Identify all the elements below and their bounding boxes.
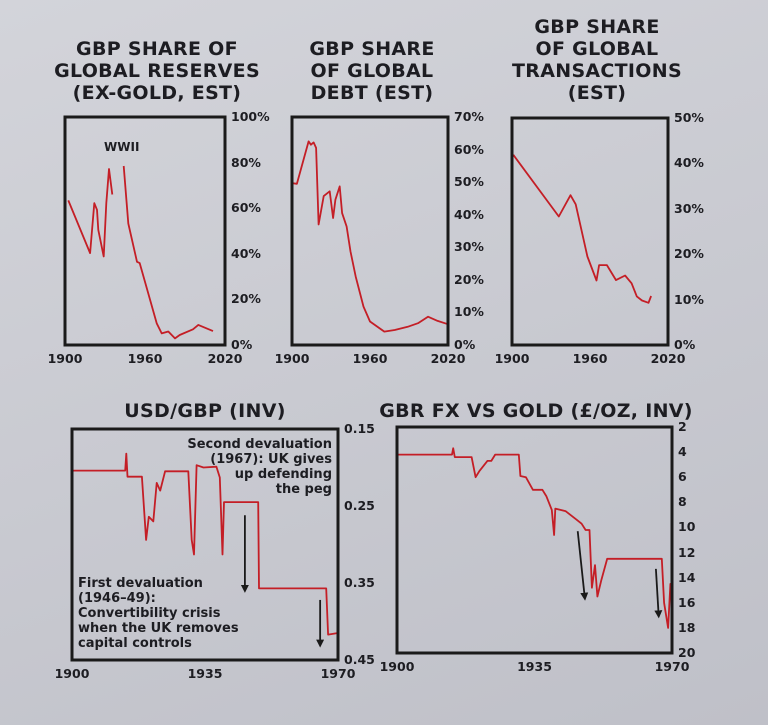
title-reserves: GBP SHARE OF GLOBAL RESERVES (EX-GOLD, E… xyxy=(54,38,260,104)
plot-frame xyxy=(290,115,450,347)
y-tick-label: 60% xyxy=(231,200,261,216)
y-tick-label: 40% xyxy=(231,245,261,261)
plot-frame xyxy=(395,425,674,655)
y-tick-label: 20 xyxy=(678,645,696,660)
chart-reserves xyxy=(63,115,227,347)
series-line xyxy=(512,154,652,304)
plot-frame xyxy=(70,427,340,662)
chart-usdgbp xyxy=(70,427,340,662)
series-line xyxy=(291,140,447,333)
y-tick-label: 30% xyxy=(674,200,704,216)
x-tick-label: 2020 xyxy=(207,351,243,366)
chart-gold xyxy=(395,425,674,655)
annotation-first-devaluation: First devaluation (1946–49): Convertibil… xyxy=(78,576,239,651)
y-tick-label: 70% xyxy=(454,109,484,124)
y-tick-label: 0.35 xyxy=(344,575,375,590)
x-tick-label: 1900 xyxy=(379,659,415,674)
title-gold: GBR FX VS GOLD (£/OZ, INV) xyxy=(379,400,693,422)
title-line: (EST) xyxy=(567,82,627,104)
annotation-line: (1946–49): xyxy=(78,591,156,606)
y-tick-label: 20% xyxy=(674,246,704,262)
y-tick-label: 16 xyxy=(678,594,696,610)
series-line xyxy=(67,168,114,258)
y-tick-label: 20% xyxy=(454,271,484,287)
y-tick-label: 0.15 xyxy=(344,421,375,436)
y-tick-label: 60% xyxy=(454,141,484,157)
series-line xyxy=(122,165,214,340)
title-line: GBP SHARE OF xyxy=(76,38,238,60)
annotation-arrow xyxy=(576,531,589,601)
y-tick-label: 18 xyxy=(678,619,696,635)
y-tick-label: 50% xyxy=(454,174,484,190)
y-tick-label: 6 xyxy=(678,469,687,485)
annotation-line: capital controls xyxy=(78,636,192,651)
x-tick-label: 1900 xyxy=(274,351,310,366)
y-tick-label: 0.25 xyxy=(344,498,375,513)
x-tick-label: 1900 xyxy=(494,351,530,366)
plot-frame xyxy=(63,115,227,347)
y-tick-label: 40% xyxy=(454,206,484,222)
y-tick-label: 10% xyxy=(454,304,484,320)
y-tick-label: 50% xyxy=(674,110,704,125)
y-tick-label: 0.45 xyxy=(344,652,375,667)
x-tick-label: 1960 xyxy=(572,351,608,366)
title-transactions: GBP SHARE OF GLOBAL TRANSACTIONS (EST) xyxy=(512,16,682,104)
y-tick-label: 30% xyxy=(454,239,484,255)
y-tick-label: 2 xyxy=(678,419,687,434)
annotation-line: when the UK removes xyxy=(78,621,239,636)
x-tick-label: 1970 xyxy=(320,666,356,681)
annotation-line: the peg xyxy=(275,482,332,497)
x-tick-label: 1900 xyxy=(47,351,83,366)
annotation-second-devaluation: Second devaluation (1967): UK gives up d… xyxy=(187,437,332,497)
title-line: GLOBAL RESERVES xyxy=(54,60,260,82)
x-tick-label: 1935 xyxy=(517,659,552,674)
annotation-wwii: WWII xyxy=(104,140,140,154)
y-tick-label: 0% xyxy=(674,337,696,352)
annotation-line: First devaluation xyxy=(78,576,203,591)
annotation-line: up defending xyxy=(234,467,332,482)
y-tick-label: 14 xyxy=(678,569,696,585)
title-line: OF GLOBAL xyxy=(310,60,434,82)
y-tick-label: 0% xyxy=(454,337,476,352)
y-tick-label: 40% xyxy=(674,155,704,171)
title-line: GBP SHARE xyxy=(534,16,660,38)
title-line: (EX-GOLD, EST) xyxy=(72,82,242,104)
title-line: GBP SHARE xyxy=(309,38,435,60)
series-line xyxy=(72,452,339,636)
x-tick-label: 1900 xyxy=(54,666,90,681)
y-tick-label: 8 xyxy=(678,494,687,510)
title-line: USD/GBP (INV) xyxy=(124,400,286,422)
y-tick-label: 0% xyxy=(231,337,253,352)
x-tick-label: 2020 xyxy=(650,351,686,366)
title-usdgbp: USD/GBP (INV) xyxy=(124,400,285,422)
y-tick-label: 10 xyxy=(678,519,696,535)
plot-frame xyxy=(510,116,670,347)
chart-transactions xyxy=(510,116,670,347)
y-tick-label: 4 xyxy=(678,444,687,460)
annotation-arrow xyxy=(654,568,663,619)
annotation-line: Convertibility crisis xyxy=(78,606,221,621)
annotation-line: Second devaluation xyxy=(187,437,332,452)
y-tick-label: 100% xyxy=(231,109,270,124)
title-line: DEBT (EST) xyxy=(310,82,434,104)
x-tick-label: 1960 xyxy=(352,351,388,366)
y-tick-label: 10% xyxy=(674,291,704,307)
chart-debt xyxy=(290,115,450,347)
y-tick-label: 80% xyxy=(231,154,261,170)
title-line: OF GLOBAL xyxy=(535,38,659,60)
annotation-line: (1967): UK gives xyxy=(210,452,332,467)
title-line: TRANSACTIONS xyxy=(512,60,682,82)
series-line xyxy=(397,447,673,629)
x-tick-label: 1935 xyxy=(187,666,223,681)
x-tick-label: 1970 xyxy=(654,659,690,674)
y-tick-label: 12 xyxy=(678,544,696,560)
title-debt: GBP SHARE OF GLOBAL DEBT (EST) xyxy=(309,38,434,104)
title-line: GBR FX VS GOLD (£/OZ, INV) xyxy=(379,400,693,422)
x-tick-label: 2020 xyxy=(430,351,466,366)
x-tick-label: 1960 xyxy=(127,351,163,366)
y-tick-label: 20% xyxy=(231,291,261,307)
